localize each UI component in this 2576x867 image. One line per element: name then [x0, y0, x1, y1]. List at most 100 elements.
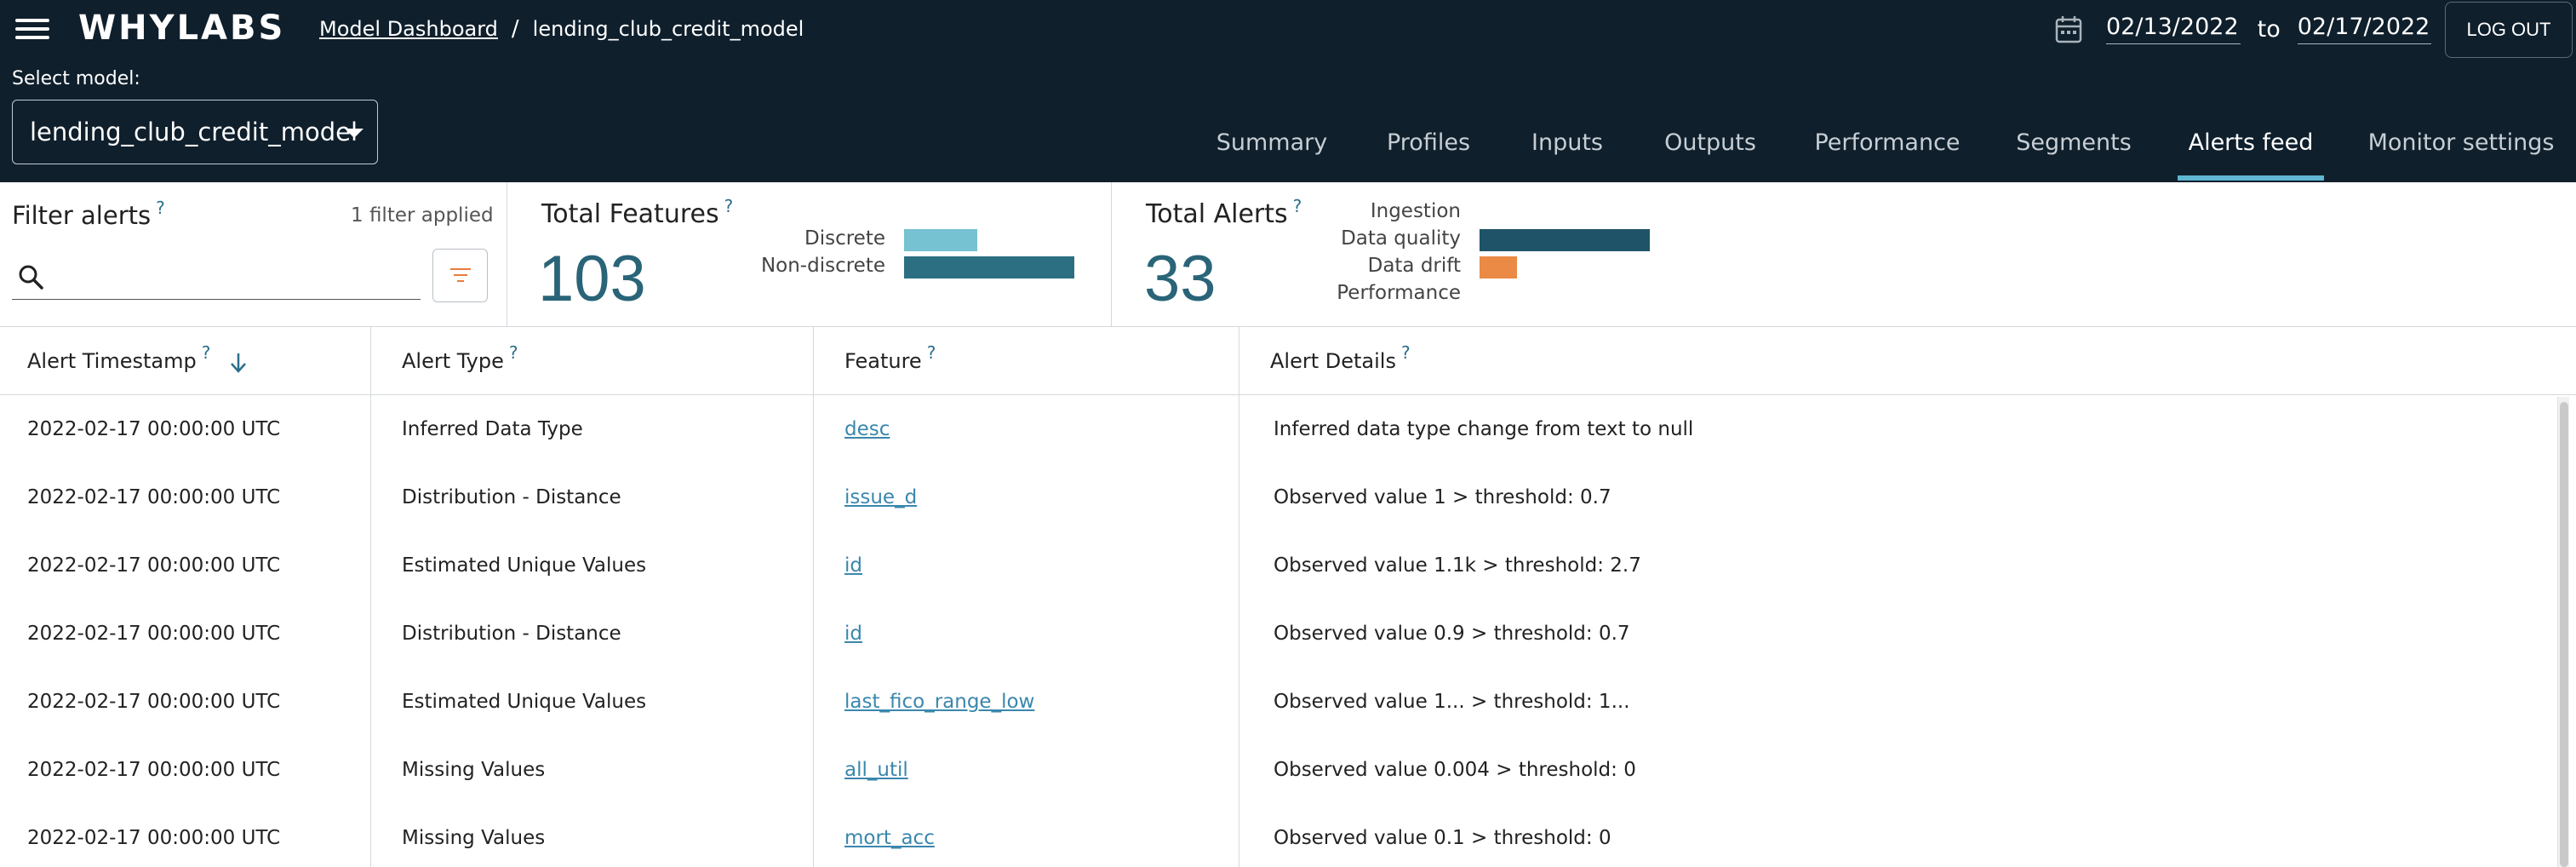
breadcrumb-model-dashboard-link[interactable]: Model Dashboard	[319, 17, 498, 41]
filter-options-button[interactable]	[432, 249, 488, 302]
column-header-feature[interactable]: Feature?	[844, 327, 936, 395]
filter-alerts-title-text: Filter alerts	[12, 201, 152, 230]
table-row[interactable]: 2022-02-17 00:00:00 UTC Estimated Unique…	[0, 668, 2554, 736]
data-quality-bar	[1480, 229, 1650, 251]
tab-summary[interactable]: Summary	[1216, 129, 1328, 156]
search-icon	[19, 265, 43, 290]
model-select-dropdown[interactable]: lending_club_credit_model	[12, 100, 378, 164]
non-discrete-label: Non-discrete	[760, 255, 885, 277]
help-icon[interactable]: ?	[508, 342, 518, 363]
total-alerts-title-text: Total Alerts	[1146, 199, 1288, 229]
divider	[1111, 182, 1112, 327]
model-select-value: lending_club_credit_model	[30, 118, 358, 146]
cell-timestamp: 2022-02-17 00:00:00 UTC	[27, 554, 281, 577]
cell-alert-type: Distribution - Distance	[402, 623, 621, 645]
table-row[interactable]: 2022-02-17 00:00:00 UTC Inferred Data Ty…	[0, 395, 2554, 463]
cell-alert-details: Observed value 0.1 > threshold: 0	[1274, 827, 1611, 849]
column-header-alert-type-label: Alert Type	[402, 349, 504, 373]
cell-feature-link[interactable]: desc	[844, 418, 890, 440]
tab-segments[interactable]: Segments	[2016, 129, 2132, 156]
cell-alert-details: Observed value 1... > threshold: 1...	[1274, 691, 1630, 713]
column-header-alert-details[interactable]: Alert Details?	[1270, 327, 1411, 395]
cell-feature-link[interactable]: mort_acc	[844, 827, 935, 849]
cell-alert-type: Missing Values	[402, 827, 546, 849]
tab-alerts-feed[interactable]: Alerts feed	[2188, 129, 2314, 156]
cell-timestamp: 2022-02-17 00:00:00 UTC	[27, 623, 281, 645]
cell-feature-link[interactable]: all_util	[844, 759, 908, 781]
cell-alert-details: Observed value 1 > threshold: 0.7	[1274, 486, 1611, 508]
table-row[interactable]: 2022-02-17 00:00:00 UTC Missing Values m…	[0, 804, 2554, 867]
help-icon[interactable]: ?	[724, 196, 734, 216]
discrete-bar	[904, 229, 977, 251]
alerts-table-header: Alert Timestamp? Alert Type? Feature? Al…	[0, 327, 2576, 395]
cell-alert-details: Observed value 0.9 > threshold: 0.7	[1274, 623, 1630, 645]
help-icon[interactable]: ?	[1292, 196, 1302, 216]
performance-label: Performance	[1337, 282, 1461, 304]
table-scrollbar[interactable]	[2557, 397, 2569, 867]
tab-outputs[interactable]: Outputs	[1664, 129, 1756, 156]
cell-alert-type: Missing Values	[402, 759, 546, 781]
tab-inputs[interactable]: Inputs	[1531, 129, 1603, 156]
help-icon[interactable]: ?	[926, 342, 936, 363]
cell-timestamp: 2022-02-17 00:00:00 UTC	[27, 827, 281, 849]
date-from-field[interactable]: 02/13/2022	[2106, 14, 2241, 44]
search-field	[12, 253, 421, 300]
search-input[interactable]	[58, 258, 415, 296]
cell-feature-link[interactable]: issue_d	[844, 486, 918, 508]
table-row[interactable]: 2022-02-17 00:00:00 UTC Estimated Unique…	[0, 531, 2554, 600]
menu-icon[interactable]	[15, 17, 49, 41]
cell-alert-details: Observed value 1.1k > threshold: 2.7	[1274, 554, 1641, 577]
top-header: WHYLABS Model Dashboard / lending_club_c…	[0, 0, 2576, 182]
column-divider	[370, 327, 371, 867]
breadcrumb-current-model: lending_club_credit_model	[532, 17, 804, 41]
tab-monitor-settings[interactable]: Monitor settings	[2367, 129, 2555, 156]
cell-feature-link[interactable]: last_fico_range_low	[844, 691, 1035, 713]
total-features-count: 103	[538, 243, 646, 315]
table-row[interactable]: 2022-02-17 00:00:00 UTC Distribution - D…	[0, 600, 2554, 668]
cell-timestamp: 2022-02-17 00:00:00 UTC	[27, 486, 281, 508]
table-row[interactable]: 2022-02-17 00:00:00 UTC Distribution - D…	[0, 463, 2554, 531]
breadcrumb: Model Dashboard / lending_club_credit_mo…	[319, 16, 804, 42]
help-icon[interactable]: ?	[201, 342, 211, 363]
cell-alert-details: Inferred data type change from text to n…	[1274, 418, 1694, 440]
select-model-label: Select model:	[12, 68, 140, 89]
logout-button[interactable]: LOG OUT	[2445, 2, 2573, 58]
cell-alert-type: Estimated Unique Values	[402, 554, 647, 577]
column-header-timestamp-label: Alert Timestamp	[27, 349, 197, 373]
summary-strip: Filter alerts? 1 filter applied Total Fe…	[0, 182, 2576, 327]
total-features-title-text: Total Features	[541, 199, 719, 229]
sort-arrow-down-icon[interactable]	[229, 352, 248, 374]
scrollbar-thumb[interactable]	[2560, 402, 2568, 867]
non-discrete-bar	[904, 256, 1074, 278]
ingestion-label: Ingestion	[1370, 200, 1461, 222]
help-icon[interactable]: ?	[156, 198, 165, 218]
total-features-title: Total Features?	[541, 196, 734, 229]
date-range-picker: 02/13/2022 to 02/17/2022	[2055, 12, 2432, 46]
filter-alerts-title: Filter alerts?	[12, 198, 165, 230]
tab-profiles[interactable]: Profiles	[1386, 129, 1471, 156]
breadcrumb-separator: /	[511, 16, 519, 42]
data-quality-label: Data quality	[1341, 227, 1461, 250]
column-header-feature-label: Feature	[844, 349, 922, 373]
table-row[interactable]: 2022-02-17 00:00:00 UTC Missing Values a…	[0, 736, 2554, 804]
whylabs-logo[interactable]: WHYLABS	[78, 9, 286, 48]
date-to-field[interactable]: 02/17/2022	[2297, 14, 2432, 44]
cell-feature-link[interactable]: id	[844, 554, 862, 577]
active-tab-indicator	[2178, 175, 2324, 181]
cell-timestamp: 2022-02-17 00:00:00 UTC	[27, 759, 281, 781]
date-to-label: to	[2257, 15, 2281, 43]
help-icon[interactable]: ?	[1400, 342, 1411, 363]
column-header-timestamp[interactable]: Alert Timestamp?	[27, 327, 248, 395]
column-header-alert-details-label: Alert Details	[1270, 349, 1396, 373]
column-divider	[813, 327, 814, 867]
discrete-label: Discrete	[804, 227, 885, 250]
cell-feature-link[interactable]: id	[844, 623, 862, 645]
data-drift-label: Data drift	[1367, 255, 1461, 277]
column-header-alert-type[interactable]: Alert Type?	[402, 327, 518, 395]
cell-timestamp: 2022-02-17 00:00:00 UTC	[27, 691, 281, 713]
total-alerts-title: Total Alerts?	[1146, 196, 1302, 229]
cell-alert-details: Observed value 0.004 > threshold: 0	[1274, 759, 1636, 781]
tab-performance[interactable]: Performance	[1814, 129, 1961, 156]
calendar-icon[interactable]	[2055, 14, 2082, 43]
cell-alert-type: Estimated Unique Values	[402, 691, 647, 713]
